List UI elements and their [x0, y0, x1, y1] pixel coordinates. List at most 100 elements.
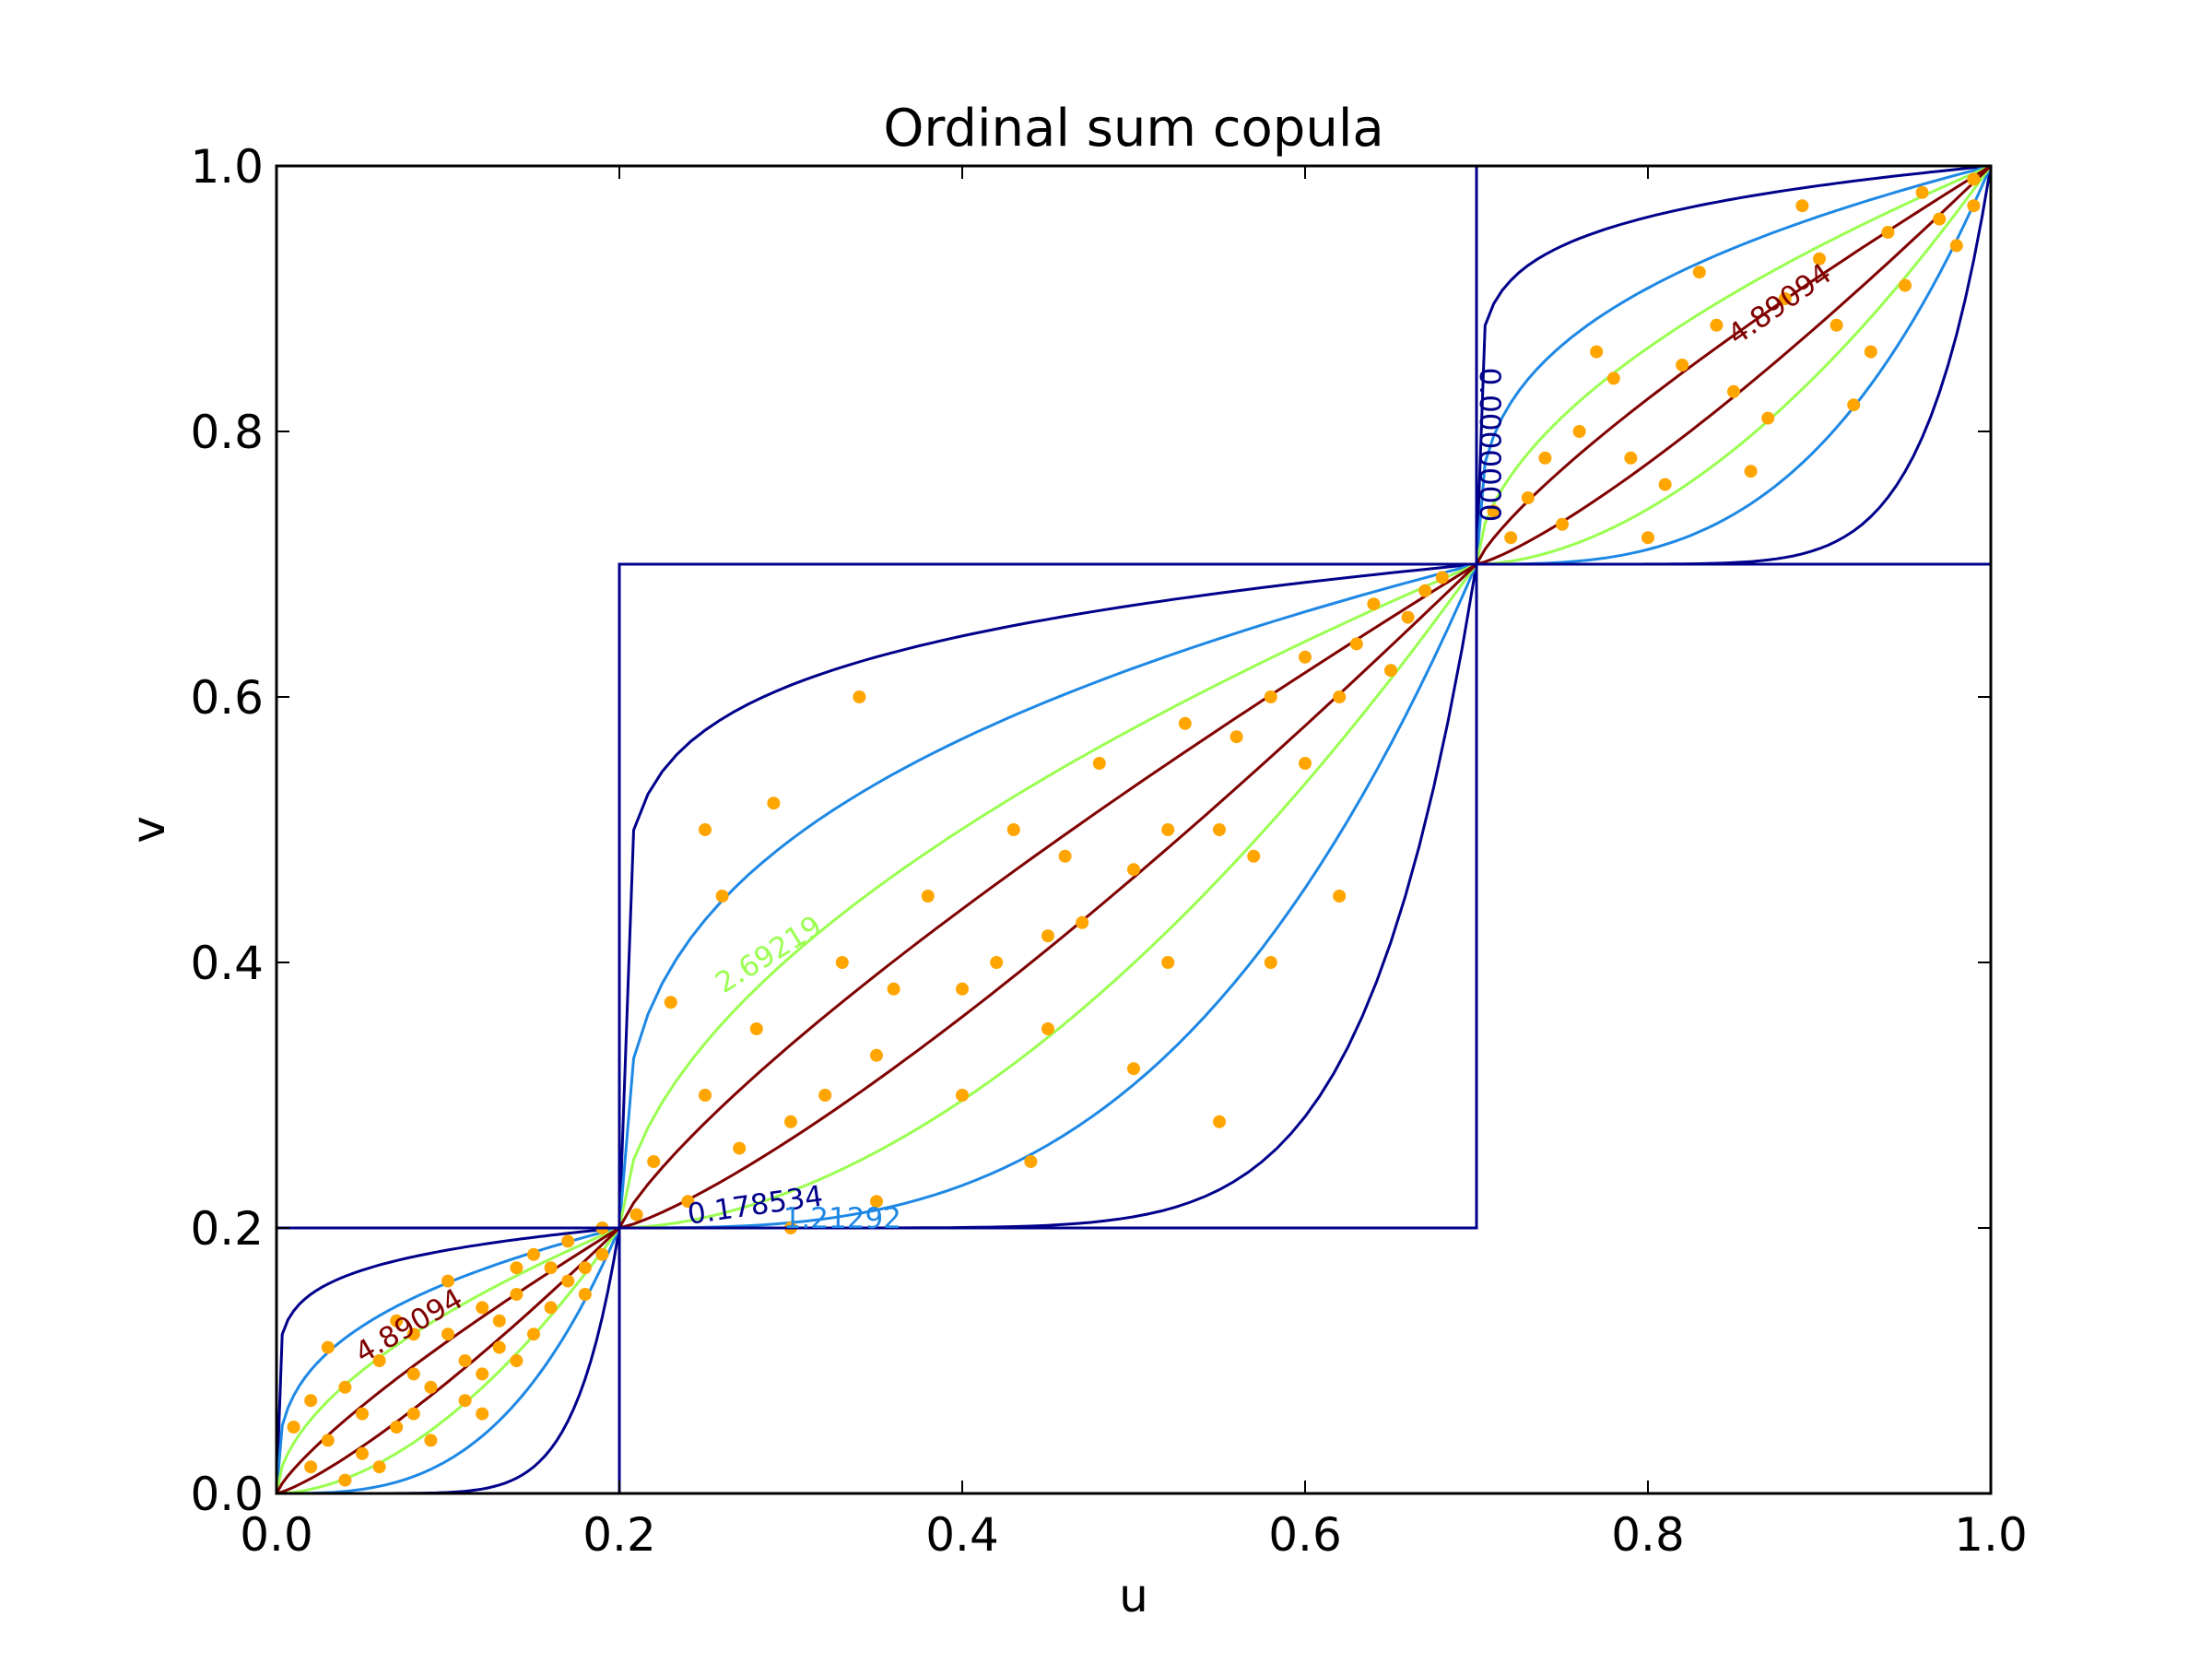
x-tick-label-5: 1.0: [1954, 1508, 2028, 1562]
contour-line-0-1-lower: [276, 1227, 621, 1495]
contour-line-2-1-upper: [1475, 164, 1992, 565]
scatter-point-88: [629, 1208, 643, 1221]
scatter-point-52: [1178, 716, 1192, 730]
scatter-point-78: [1333, 890, 1347, 903]
scatter-point-102: [1606, 372, 1620, 385]
contour-line-2-1-lower: [1477, 165, 1993, 566]
scatter-point-32: [390, 1421, 404, 1434]
scatter-point-118: [1487, 504, 1500, 518]
contour-line-2-2-lower: [1476, 165, 1993, 566]
scatter-point-87: [1418, 584, 1432, 597]
scatter-point-59: [681, 1195, 695, 1209]
scatter-point-20: [356, 1407, 369, 1421]
x-tick-label-0: 0.0: [240, 1508, 313, 1562]
scatter-point-90: [1521, 491, 1535, 504]
y-tick-label-1: 0.2: [190, 1202, 264, 1256]
scatter-point-22: [441, 1274, 454, 1288]
scatter-point-44: [835, 956, 849, 969]
scatter-point-23: [544, 1261, 558, 1275]
contour-line-0-1-upper: [275, 1226, 620, 1494]
scatter-point-106: [1813, 252, 1826, 266]
scatter-point-8: [372, 1354, 386, 1367]
scatter-point-69: [664, 996, 677, 1009]
scatter-point-100: [1504, 531, 1518, 545]
scatter-point-91: [1572, 425, 1586, 438]
y-axis-label: v: [122, 816, 175, 844]
block-boundary-2: [1475, 164, 1993, 566]
scatter-point-5: [510, 1288, 524, 1301]
chart-title: Ordinal sum copula: [883, 99, 1383, 159]
scatter-point-114: [1744, 465, 1758, 478]
scatter-point-71: [767, 797, 781, 810]
axis-ticks: 0.0 0.2 0.4 0.6 0.8 1.0 0.0 0.2 0.4 0.6 0.8 1.0: [190, 140, 2027, 1562]
scatter-point-55: [1299, 757, 1312, 770]
scatter-point-13: [304, 1460, 318, 1474]
scatter-point-70: [715, 890, 729, 903]
scatter-point-103: [1658, 478, 1672, 491]
y-tick-label-4: 0.8: [190, 406, 264, 459]
x-tick-label-1: 0.2: [582, 1508, 656, 1562]
scatter-point-97: [1881, 226, 1895, 239]
contour-label-3: 2.69219: [710, 909, 828, 999]
scatter-point-112: [1641, 531, 1654, 545]
contour-line-1-1-lower: [619, 563, 1478, 1230]
scatter-point-26: [372, 1460, 386, 1474]
scatter-point-16: [561, 1234, 575, 1248]
scatter-point-115: [1795, 199, 1809, 213]
scatter-point-19: [406, 1367, 420, 1381]
scatter-point-40: [647, 1155, 661, 1168]
scatter-point-108: [1915, 185, 1929, 199]
contour-line-1-0-upper: [618, 562, 1477, 1229]
scatter-point-95: [1778, 292, 1792, 305]
scatter-point-43: [784, 1115, 797, 1128]
y-tick-label-2: 0.4: [190, 937, 264, 990]
contour-line-2-3-upper: [1475, 164, 1992, 565]
scatter-point-54: [1264, 690, 1277, 703]
scatter-point-94: [1727, 384, 1740, 398]
contour-label-4: 4.89094: [1722, 257, 1838, 352]
scatter-point-68: [1401, 610, 1415, 624]
scatter-point-39: [510, 1261, 524, 1275]
scatter-point-2: [406, 1407, 420, 1421]
scatter-point-72: [853, 690, 866, 703]
scatter-point-81: [1041, 1022, 1054, 1035]
scatter-point-93: [1676, 359, 1689, 372]
scatter-point-49: [1041, 929, 1054, 943]
scatter-point-89: [699, 823, 712, 836]
scatter-point-25: [321, 1340, 335, 1354]
scatter-point-34: [304, 1394, 318, 1408]
scatter-point-4: [476, 1367, 489, 1381]
contour-line-2-0-lower: [1477, 165, 1993, 566]
x-tick-label-2: 0.4: [925, 1508, 999, 1562]
scatter-point-7: [578, 1261, 592, 1275]
scatter-point-31: [458, 1354, 472, 1367]
scatter-point-9: [424, 1434, 438, 1447]
scatter-point-104: [1710, 318, 1724, 332]
scatter-point-107: [1864, 345, 1877, 359]
scatter-point-96: [1830, 318, 1843, 332]
contour-line-1-2-upper: [618, 562, 1477, 1229]
scatter-point-0: [321, 1434, 335, 1447]
scatter-point-116: [1847, 398, 1861, 412]
contour-line-0-3-upper: [275, 1226, 620, 1494]
scatter-point-24: [287, 1421, 300, 1434]
scatter-point-29: [578, 1288, 592, 1301]
contour-label-2: 1.21292: [783, 1202, 901, 1235]
scatter-point-80: [870, 1195, 883, 1209]
contour-line-2-0-upper: [1475, 164, 1992, 565]
plot-frame: [275, 164, 1993, 1495]
scatter-point-66: [1230, 730, 1243, 744]
contour-line-2-3-lower: [1476, 164, 1993, 566]
scatter-point-42: [749, 1022, 763, 1035]
x-tick-label-3: 0.6: [1268, 1508, 1342, 1562]
scatter-point-111: [1590, 345, 1604, 359]
scatter-point-18: [476, 1301, 489, 1315]
scatter-point-41: [699, 1089, 712, 1102]
scatter-point-51: [1127, 863, 1140, 877]
y-tick-label-0: 0.0: [190, 1468, 264, 1521]
scatter-point-47: [956, 982, 969, 996]
contour-line-0-0-lower: [276, 1227, 621, 1495]
scatter-point-3: [441, 1328, 454, 1341]
scatter-point-65: [1161, 823, 1175, 836]
